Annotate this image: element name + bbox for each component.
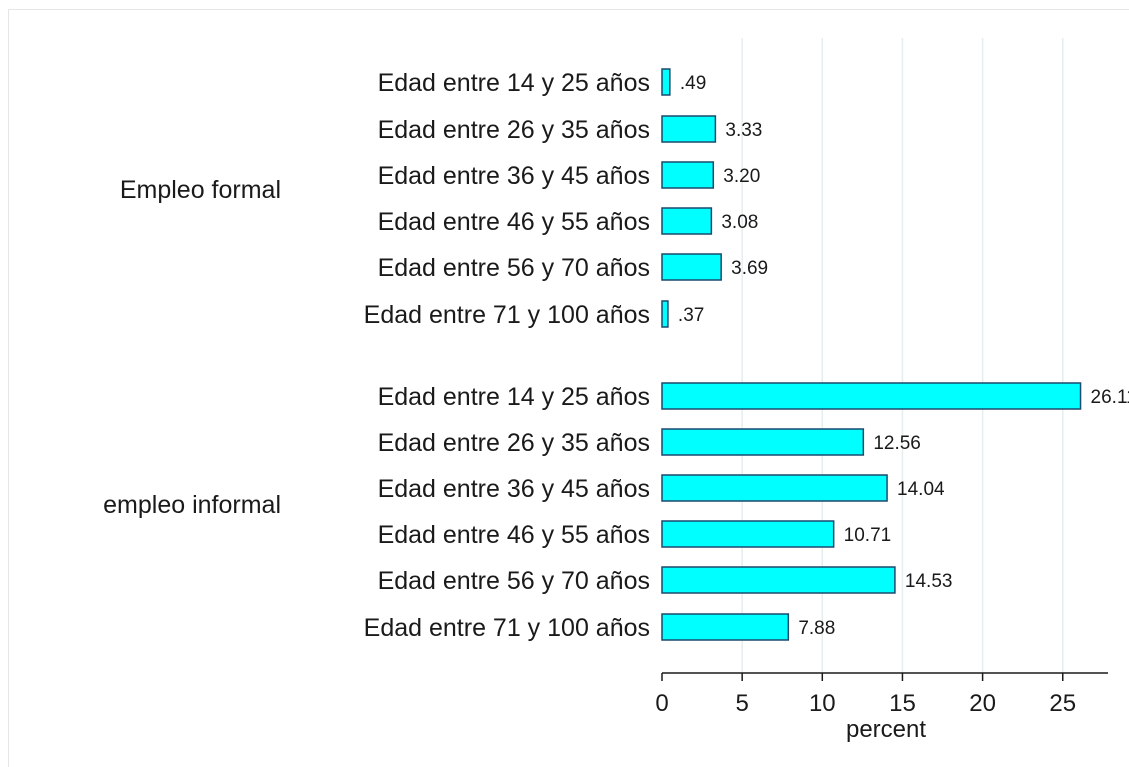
x-tick-label: 0 xyxy=(655,690,668,717)
category-label: Edad entre 26 y 35 años xyxy=(378,429,650,457)
data-label: .49 xyxy=(680,73,706,94)
bar xyxy=(661,382,1082,410)
data-label: 3.20 xyxy=(723,166,760,187)
x-axis: 0 5 10 15 20 25 percent xyxy=(655,672,1108,743)
labels: Empleo formal Edad entre 14 y 25 años .49 E… xyxy=(103,69,1129,642)
category-label: Edad entre 71 y 100 años xyxy=(364,614,650,642)
data-label: 26.11 xyxy=(1091,387,1129,408)
category-label: Edad entre 46 y 55 años xyxy=(378,521,650,549)
group-label: Empleo formal xyxy=(120,176,281,204)
bar xyxy=(661,253,722,281)
data-label: 10.71 xyxy=(844,525,892,546)
bar xyxy=(661,474,888,502)
category-label: Edad entre 56 y 70 años xyxy=(378,567,650,595)
bar xyxy=(661,161,715,189)
x-tick-label: 15 xyxy=(889,690,916,717)
category-label: Edad entre 71 y 100 años xyxy=(364,301,650,329)
bar xyxy=(661,207,713,235)
data-label: 3.08 xyxy=(721,212,758,233)
bar xyxy=(661,68,671,96)
category-label: Edad entre 46 y 55 años xyxy=(378,208,650,236)
bars xyxy=(661,68,1082,641)
x-tick-label: 5 xyxy=(735,690,748,717)
data-label: 3.33 xyxy=(725,120,762,141)
data-label: 14.53 xyxy=(905,571,953,592)
bar xyxy=(661,428,865,456)
category-label: Edad entre 14 y 25 años xyxy=(378,69,650,97)
data-label: .37 xyxy=(678,305,704,326)
data-label: 12.56 xyxy=(873,433,921,454)
bar xyxy=(661,566,896,594)
page-border xyxy=(8,9,1129,767)
x-tick-label: 10 xyxy=(809,690,836,717)
category-label: Edad entre 56 y 70 años xyxy=(378,254,650,282)
category-label: Edad entre 14 y 25 años xyxy=(378,383,650,411)
data-label: 7.88 xyxy=(798,618,835,639)
x-axis-title: percent xyxy=(846,716,926,743)
bar xyxy=(661,520,835,548)
data-label: 3.69 xyxy=(731,258,768,279)
x-tick-label: 25 xyxy=(1049,690,1076,717)
group-label: empleo informal xyxy=(103,491,281,519)
category-label: Edad entre 36 y 45 años xyxy=(378,162,650,190)
category-label: Edad entre 36 y 45 años xyxy=(378,475,650,503)
bar xyxy=(661,613,790,641)
bar xyxy=(661,115,717,143)
data-label: 14.04 xyxy=(897,479,945,500)
bar xyxy=(661,300,669,328)
category-label: Edad entre 26 y 35 años xyxy=(378,116,650,144)
x-tick-label: 20 xyxy=(969,690,996,717)
